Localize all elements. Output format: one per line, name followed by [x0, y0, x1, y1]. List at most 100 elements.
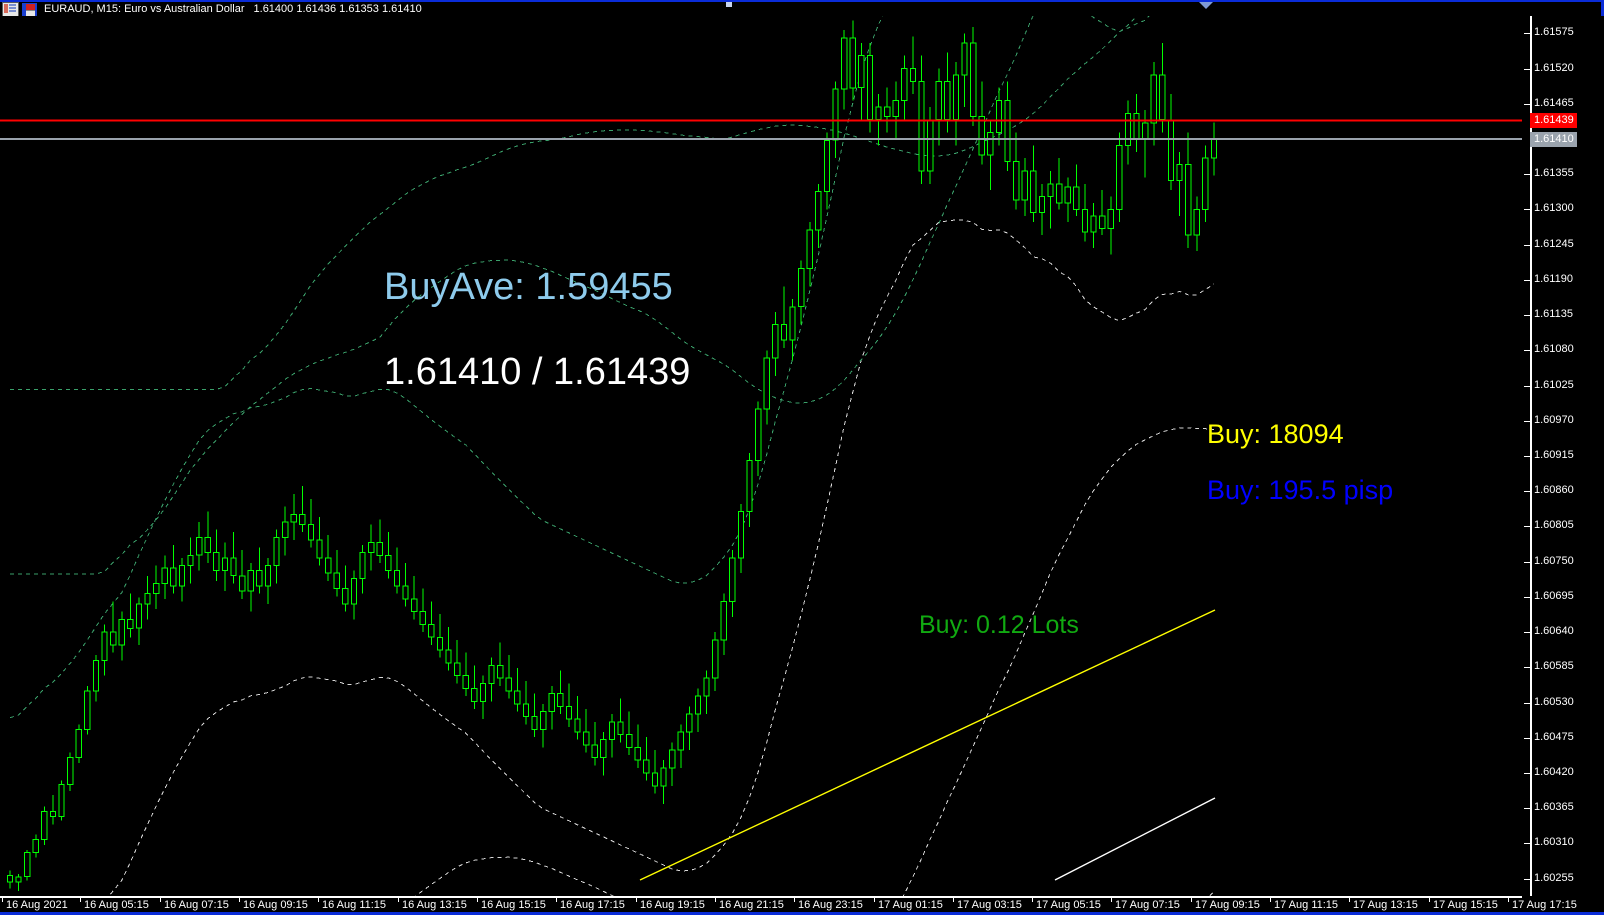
- envelope-band-1: [108, 219, 1215, 896]
- price-scale[interactable]: 1.61575 1.61520 1.61465 1.61355 1.61300 1.612…: [1522, 16, 1604, 896]
- candle: [600, 732, 607, 776]
- candle: [1073, 164, 1080, 216]
- candle: [342, 565, 349, 612]
- time-tick-label: 17 Aug 03:15: [957, 899, 1022, 911]
- candle: [187, 537, 194, 584]
- candle: [350, 570, 358, 620]
- candle: [892, 81, 899, 139]
- time-tick-label: 17 Aug 13:15: [1353, 899, 1418, 911]
- price-tick-label: 1.60420: [1534, 766, 1574, 779]
- price-tick: [1524, 420, 1532, 422]
- candle: [901, 55, 908, 120]
- price-tick: [1524, 702, 1532, 704]
- candle: [1047, 171, 1054, 229]
- candle: [1004, 81, 1011, 171]
- envelope-band-2: [10, 16, 1034, 575]
- time-tick-label: 17 Aug 07:15: [1115, 899, 1180, 911]
- candle: [1107, 196, 1114, 255]
- candle: [376, 519, 383, 563]
- price-tick: [1524, 315, 1532, 317]
- candle: [514, 668, 521, 712]
- candle: [239, 550, 246, 599]
- price-tick: [1524, 103, 1532, 105]
- time-tick-label: 16 Aug 15:15: [481, 899, 546, 911]
- candle: [703, 670, 710, 715]
- price-tick: [1524, 244, 1532, 246]
- candle: [1081, 183, 1089, 242]
- ask-price-badge: 1.61439: [1530, 113, 1577, 129]
- chart-window-icon[interactable]: [2, 1, 19, 17]
- price-tick-label: 1.60640: [1534, 625, 1574, 638]
- candle: [952, 62, 960, 146]
- candle: [32, 834, 39, 858]
- candle: [772, 311, 779, 376]
- price-tick-label: 1.60530: [1534, 695, 1574, 708]
- candle: [402, 563, 409, 607]
- buy-pips-label: Buy: 195.5 pisp: [1207, 475, 1394, 505]
- price-tick-label: 1.61245: [1534, 237, 1574, 250]
- candle: [849, 20, 856, 101]
- chevron-down-icon[interactable]: [1199, 2, 1213, 9]
- price-tick: [1524, 456, 1532, 457]
- candle: [712, 632, 719, 692]
- time-tick: [636, 896, 637, 902]
- candle: [247, 563, 254, 612]
- candle: [170, 545, 177, 594]
- candle: [1210, 122, 1218, 176]
- candle: [505, 655, 512, 699]
- candle: [643, 737, 650, 781]
- candle: [548, 685, 555, 730]
- time-tick-label: 17 Aug 09:15: [1195, 899, 1260, 911]
- candle: [411, 575, 418, 620]
- candle: [1099, 190, 1106, 235]
- time-tick: [2, 896, 3, 902]
- time-tick-label: 16 Aug 2021: [6, 899, 68, 911]
- candle: [1064, 177, 1071, 223]
- chart-title-bar: EURAUD, M15: Euro vs Australian Dollar 1…: [0, 0, 1604, 17]
- time-tick: [1429, 896, 1430, 902]
- white-trendline[interactable]: [1054, 797, 1216, 881]
- candle: [583, 709, 590, 753]
- candle: [970, 26, 977, 127]
- candle: [213, 529, 220, 581]
- time-tick-label: 16 Aug 09:15: [243, 899, 308, 911]
- save-template-icon[interactable]: [22, 2, 37, 16]
- price-tick-label: 1.60585: [1534, 660, 1574, 673]
- candle: [299, 486, 306, 533]
- candle: [1176, 151, 1183, 216]
- time-tick: [953, 896, 954, 902]
- candle: [755, 401, 762, 476]
- candle: [316, 516, 323, 566]
- time-tick: [477, 896, 478, 902]
- candle: [961, 33, 968, 107]
- candle: [858, 42, 865, 120]
- bid-price-badge: 1.61410: [1530, 131, 1577, 147]
- time-scale[interactable]: 16 Aug 2021 16 Aug 05:15 16 Aug 07:15 16 Au…: [0, 896, 1604, 915]
- candle: [49, 794, 57, 825]
- candle: [1133, 94, 1140, 152]
- buy-count-label: Buy: 18094: [1207, 419, 1344, 449]
- price-tick: [1524, 279, 1532, 281]
- price-tick: [1524, 561, 1532, 563]
- chart-plot-area[interactable]: [0, 16, 1522, 896]
- candle: [909, 36, 917, 95]
- price-tick-label: 1.60475: [1534, 730, 1574, 743]
- time-tick: [556, 896, 557, 902]
- candle: [1167, 94, 1175, 191]
- candle: [273, 529, 280, 584]
- candlestick-series: [6, 20, 1218, 891]
- candle: [651, 750, 659, 794]
- candle: [746, 452, 753, 528]
- candle: [264, 557, 272, 604]
- candle: [626, 711, 633, 756]
- candle: [256, 547, 263, 594]
- time-tick: [1270, 896, 1271, 902]
- price-tick: [1524, 773, 1532, 775]
- yellow-trendline[interactable]: [639, 609, 1216, 881]
- price-chart-svg: [0, 16, 1522, 896]
- time-tick-label: 16 Aug 13:15: [402, 899, 467, 911]
- candle: [359, 545, 366, 594]
- candle: [823, 132, 831, 210]
- time-tick-label: 16 Aug 17:15: [560, 899, 625, 911]
